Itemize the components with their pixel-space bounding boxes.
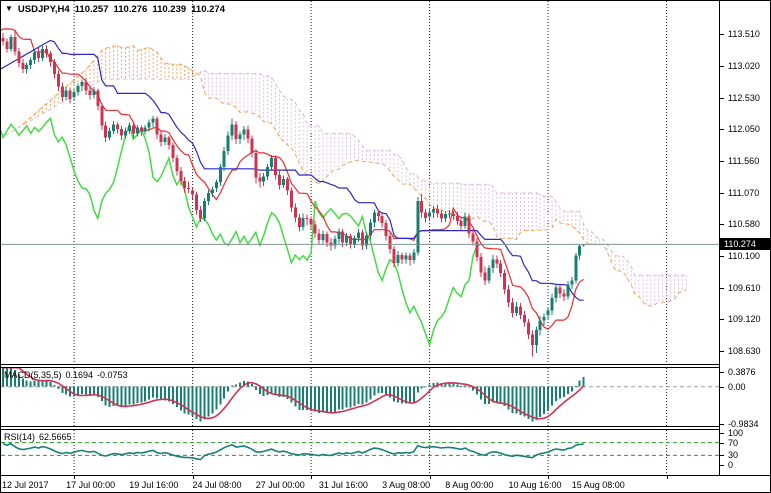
rsi-axis-label: 30 [728,450,739,461]
rsi-name: RSI(14) [4,432,36,442]
time-axis-tick [192,476,194,479]
rsi-axis-label: 70 [728,437,739,448]
price-axis-label: 111.070 [728,187,760,198]
time-axis-tick [311,476,313,479]
time-axis[interactable]: 12 Jul 2017 17 Jul 00:00 19 Jul 16:00 24 Ju… [1,475,770,492]
axis-tick [720,433,724,434]
time-axis-label: 15 Aug 08:00 [571,480,625,490]
time-axis-label: 10 Aug 16:00 [508,480,562,490]
time-axis-label: 31 Jul 16:00 [318,480,368,490]
panel-separator[interactable] [1,364,719,368]
time-axis-label: 3 Aug 08:00 [382,480,431,490]
dropdown-triangle-icon[interactable]: ▼ [5,4,13,13]
price-axis-label: 113.020 [728,60,760,71]
price-axis[interactable]: 113.510 113.020 112.530 112.050 111.560 111.0… [719,1,770,475]
price-axis-label: 112.530 [728,92,760,103]
axis-tick [720,372,724,373]
panel-separator[interactable] [1,426,719,430]
time-axis-label: 19 Jul 16:00 [129,480,179,490]
current-price-badge: 110.274 [720,238,770,251]
rsi-canvas[interactable] [1,430,719,475]
symbol-period-label: USDJPY,H4 [17,4,70,15]
axis-tick [720,33,724,35]
rsi-axis-label: 100 [728,428,744,438]
time-axis-tick [666,476,668,479]
time-axis-label: 8 Aug 00:00 [445,480,494,490]
price-axis-label: 113.510 [728,28,760,39]
time-axis-tick [429,476,431,479]
price-axis-label: 110.100 [728,250,760,261]
macd-axis-label: -0.9834 [728,418,759,429]
macd-axis-label: 0.3876 [728,367,756,377]
axis-tick [720,351,724,353]
macd-axis-label: 0.00 [728,381,746,392]
axis-tick [720,97,724,99]
ohlc-open: 110.257 [74,4,109,15]
rsi-axis-label: 0 [728,460,734,470]
price-axis-label: 110.580 [728,219,760,230]
time-axis-label: 17 Jul 00:00 [66,480,116,490]
price-axis-label: 109.120 [728,314,761,325]
rsi-label: RSI(14) 62.5665 [4,432,76,442]
ohlc-close: 110.274 [191,4,225,15]
time-axis-tick [74,476,76,479]
axis-tick [720,160,724,162]
price-axis-label: 111.560 [728,155,760,166]
main-chart-canvas[interactable] [1,1,719,364]
axis-tick [720,255,724,257]
macd-name: MACD(5,35,5) [4,370,62,380]
price-axis-label: 108.630 [728,346,761,357]
axis-tick [720,65,724,67]
axis-tick [720,192,724,194]
time-axis-label: 12 Jul 2017 [2,480,49,490]
time-axis-tick [548,476,550,479]
axis-tick [720,128,724,130]
chart-title: ▼ USDJPY,H4 110.257 110.276 110.239 110.274 [5,4,230,15]
axis-tick [720,319,724,321]
rsi-value: 62.5665 [39,432,72,442]
macd-canvas[interactable] [1,368,719,426]
axis-tick [720,224,724,226]
axis-tick [720,455,724,457]
price-axis-label: 109.610 [728,282,761,293]
axis-tick [720,287,724,289]
macd-label: MACD(5,35,5) 0.1694 -0.0753 [4,370,132,380]
macd-value: 0.1694 [65,370,94,380]
axis-tick [720,442,724,444]
axis-tick [720,386,724,388]
macd-signal-value: -0.0753 [97,370,128,380]
ohlc-low: 110.239 [152,4,187,15]
time-axis-label: 27 Jul 00:00 [255,480,305,490]
axis-tick [720,465,724,466]
ohlc-high: 110.276 [113,4,148,15]
time-axis-label: 24 Jul 08:00 [192,480,242,490]
axis-tick [720,423,724,425]
price-axis-label: 112.050 [728,123,760,134]
